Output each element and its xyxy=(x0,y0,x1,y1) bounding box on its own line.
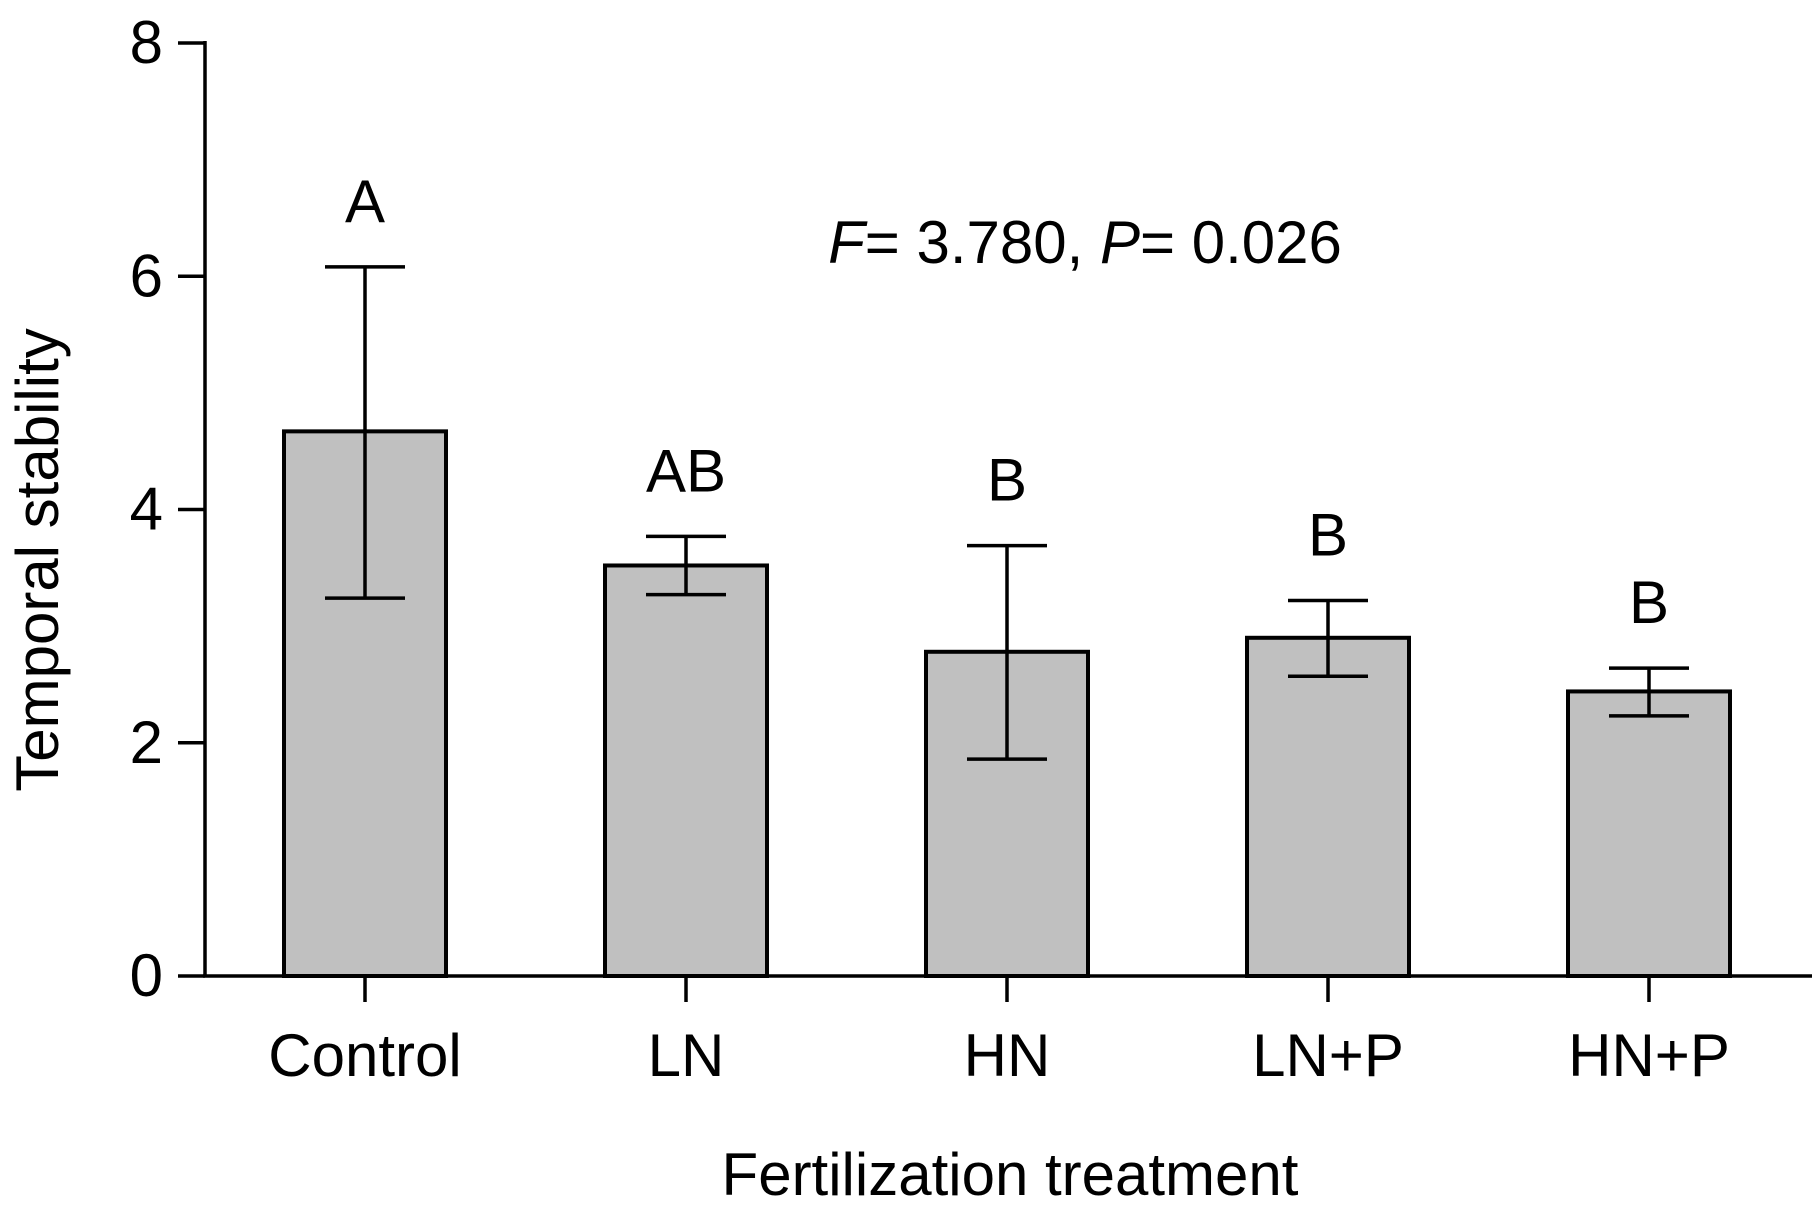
f-symbol: F xyxy=(828,209,868,276)
error-bars-layer xyxy=(325,265,1689,761)
x-axis-title: Fertilization treatment xyxy=(722,1141,1299,1208)
significance-letter: B xyxy=(987,447,1027,514)
y-tick-label: 4 xyxy=(130,476,163,543)
significance-letter: B xyxy=(1308,501,1348,568)
x-tick-label: LN xyxy=(648,1022,725,1089)
bar-ln-plus-p xyxy=(1245,635,1411,978)
y-tick-label: 0 xyxy=(130,942,163,1009)
y-tick-label: 6 xyxy=(130,242,163,309)
f-value: = 3.780, xyxy=(865,209,1084,276)
y-tick-label: 8 xyxy=(130,9,163,76)
y-axis-title: Temporal stability xyxy=(4,328,71,792)
stat-separator xyxy=(1083,209,1100,276)
statistics-annotation: F= 3.780, P= 0.026 xyxy=(828,209,1342,276)
significance-letter: A xyxy=(345,168,385,235)
x-tick-label: Control xyxy=(268,1022,461,1089)
x-tick-label: LN+P xyxy=(1252,1022,1404,1089)
y-tick-label: 2 xyxy=(130,709,163,776)
axes-layer: Control LN HN LN+P HN+P 0 2 4 6 8 xyxy=(130,9,1812,1089)
p-value: = 0.026 xyxy=(1140,209,1342,276)
bar-ln xyxy=(603,563,769,978)
x-tick-label: HN+P xyxy=(1568,1022,1730,1089)
significance-letter: AB xyxy=(646,437,726,504)
significance-letter: B xyxy=(1629,569,1669,636)
bar-hn-plus-p xyxy=(1566,689,1732,978)
significance-letters-layer: A AB B B B xyxy=(345,168,1669,636)
p-symbol: P xyxy=(1100,209,1140,276)
x-tick-label: HN xyxy=(964,1022,1051,1089)
